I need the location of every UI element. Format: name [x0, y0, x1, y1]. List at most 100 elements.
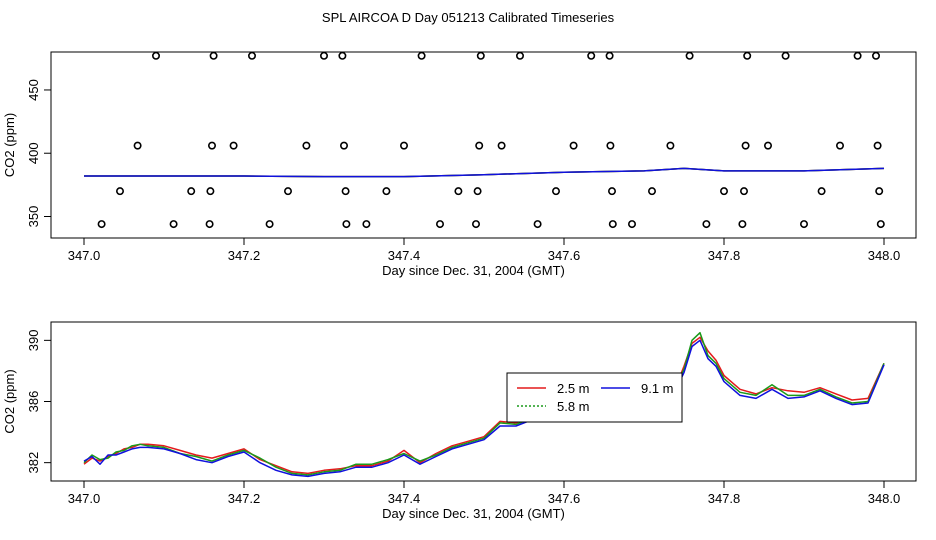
data-point — [876, 220, 885, 229]
data-point — [362, 220, 371, 229]
data-point — [319, 51, 328, 60]
data-point — [152, 51, 161, 60]
data-point — [743, 51, 752, 60]
data-point — [781, 51, 790, 60]
data-point — [605, 51, 614, 60]
data-point — [471, 220, 480, 229]
legend-label: 9.1 m — [641, 381, 674, 396]
x-tick-label: 347.0 — [68, 248, 101, 263]
data-point — [435, 220, 444, 229]
data-point — [763, 141, 772, 150]
series-line-9-1-m — [83, 339, 885, 478]
data-point — [265, 220, 274, 229]
x-tick-label: 348.0 — [868, 491, 901, 506]
x-axis-label: Day since Dec. 31, 2004 (GMT) — [382, 263, 565, 278]
data-point — [497, 141, 506, 150]
data-point — [339, 141, 348, 150]
data-point — [205, 220, 214, 229]
plot-frame — [50, 51, 917, 239]
series-line-2-5-m — [83, 336, 885, 475]
data-point — [169, 220, 178, 229]
x-tick-label: 348.0 — [868, 248, 901, 263]
data-point — [342, 220, 351, 229]
x-tick-label: 347.4 — [388, 491, 421, 506]
x-tick-label: 347.6 — [548, 248, 581, 263]
data-point — [417, 51, 426, 60]
data-point — [835, 141, 844, 150]
data-point — [739, 187, 748, 196]
y-tick-label: 386 — [26, 391, 41, 413]
data-point — [187, 187, 196, 196]
data-point — [116, 187, 125, 196]
data-point — [302, 141, 311, 150]
scatter-points — [97, 51, 885, 229]
data-point — [569, 141, 578, 150]
figure-title: SPL AIRCOA D Day 051213 Calibrated Times… — [322, 10, 615, 25]
legend-label: 2.5 m — [557, 381, 590, 396]
series-lines — [84, 167, 885, 178]
data-point — [666, 141, 675, 150]
series-lines — [83, 331, 885, 478]
x-tick-label: 347.8 — [708, 491, 741, 506]
data-point — [248, 51, 257, 60]
y-axis-label: CO2 (ppm) — [2, 113, 17, 177]
data-point — [799, 220, 808, 229]
x-axis-label: Day since Dec. 31, 2004 (GMT) — [382, 506, 565, 521]
y-axis-label: CO2 (ppm) — [2, 369, 17, 433]
y-tick-label: 450 — [26, 79, 41, 101]
legend-label: 5.8 m — [557, 399, 590, 414]
data-point — [338, 51, 347, 60]
data-point — [702, 220, 711, 229]
data-point — [741, 141, 750, 150]
data-point — [382, 187, 391, 196]
y-tick-label: 390 — [26, 329, 41, 351]
data-point — [875, 187, 884, 196]
data-point — [399, 141, 408, 150]
data-point — [608, 220, 617, 229]
data-point — [206, 187, 215, 196]
data-point — [817, 187, 826, 196]
x-tick-label: 347.2 — [228, 248, 261, 263]
data-point — [476, 51, 485, 60]
x-tick-label: 347.8 — [708, 248, 741, 263]
data-point — [473, 187, 482, 196]
data-point — [606, 141, 615, 150]
legend-box — [506, 372, 683, 423]
legend: 2.5 m 5.8 m 9.1 m — [506, 372, 683, 423]
x-tick-label: 347.2 — [228, 491, 261, 506]
panel-bottom: 347.0 347.2 347.4 347.6 347.8 348.0 382 386 390 D… — [2, 321, 917, 521]
x-tick-label: 347.4 — [388, 248, 421, 263]
series-line-5-8-m — [83, 331, 885, 476]
y-tick-label: 400 — [26, 142, 41, 164]
data-point — [208, 141, 217, 150]
data-point — [515, 51, 524, 60]
data-point — [97, 220, 106, 229]
data-point — [647, 187, 656, 196]
panel-top: 347.0 347.2 347.4 347.6 347.8 348.0 350 400 450 D… — [2, 51, 917, 278]
data-point — [853, 51, 862, 60]
x-tick-label: 347.6 — [548, 491, 581, 506]
data-point — [719, 187, 728, 196]
data-point — [454, 187, 463, 196]
data-point — [685, 51, 694, 60]
data-point — [475, 141, 484, 150]
data-point — [533, 220, 542, 229]
data-point — [627, 220, 636, 229]
data-point — [209, 51, 218, 60]
data-point — [229, 141, 238, 150]
y-tick-label: 382 — [26, 452, 41, 474]
data-point — [871, 51, 880, 60]
data-point — [873, 141, 882, 150]
data-point — [341, 187, 350, 196]
series-line-9-1-m — [84, 167, 885, 178]
x-tick-label: 347.0 — [68, 491, 101, 506]
data-point — [551, 187, 560, 196]
y-tick-label: 350 — [26, 206, 41, 228]
data-point — [133, 141, 142, 150]
data-point — [283, 187, 292, 196]
data-point — [587, 51, 596, 60]
data-point — [738, 220, 747, 229]
data-point — [607, 187, 616, 196]
plot-frame — [50, 321, 917, 482]
